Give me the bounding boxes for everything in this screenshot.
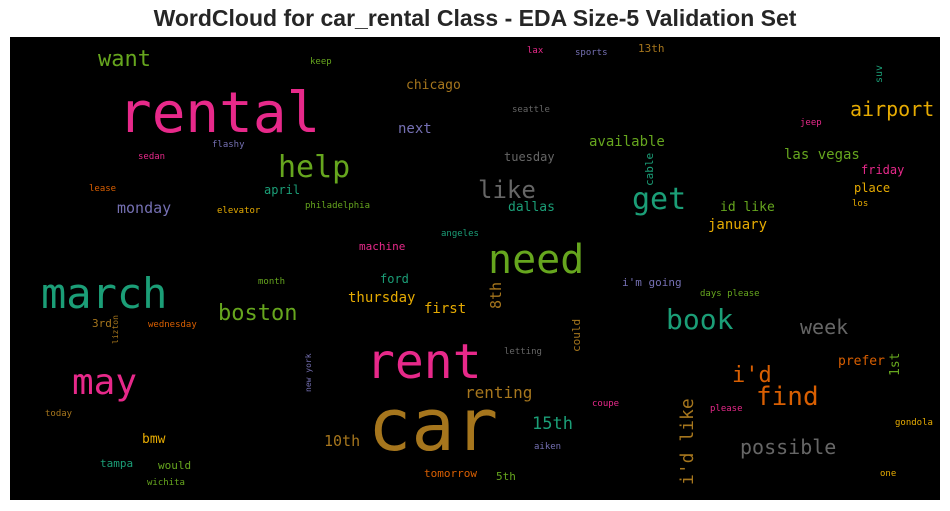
- word-one: one: [880, 469, 896, 479]
- word-angeles: angeles: [441, 229, 479, 239]
- word-renting: renting: [465, 383, 532, 402]
- word-week: week: [800, 315, 848, 339]
- word-get: get: [632, 182, 686, 217]
- word-gondola: gondola: [895, 418, 933, 428]
- word-rental: rental: [118, 81, 320, 146]
- word-i-m-going: i'm going: [622, 276, 682, 289]
- word-march: march: [41, 269, 167, 318]
- word-first: first: [424, 301, 466, 317]
- word-philadelphia: philadelphia: [305, 201, 370, 211]
- word-would: would: [158, 459, 191, 472]
- word-please: please: [710, 404, 743, 414]
- word-seattle: seattle: [512, 105, 550, 115]
- word-3rd: 3rd: [92, 317, 112, 330]
- word-las-vegas: las vegas: [784, 147, 860, 163]
- word-chicago: chicago: [406, 78, 461, 93]
- word-dallas: dallas: [508, 200, 555, 215]
- word-book: book: [666, 303, 734, 336]
- word-boston: boston: [218, 301, 297, 326]
- word-lease: lease: [89, 184, 116, 194]
- word-prefer: prefer: [838, 354, 885, 369]
- word-los: los: [852, 199, 868, 209]
- word-need: need: [488, 237, 584, 283]
- word-aiken: aiken: [534, 442, 561, 452]
- word-find: find: [756, 382, 819, 412]
- word-next: next: [398, 121, 432, 137]
- word-letting: letting: [504, 347, 542, 357]
- word-keep: keep: [310, 57, 332, 67]
- word-1st: 1st: [888, 353, 903, 376]
- wordcloud-svg: car rental rent march need may help get book find…: [41, 42, 934, 488]
- word-jeep: jeep: [800, 118, 822, 128]
- word-tuesday: tuesday: [504, 150, 555, 164]
- chart-title: WordCloud for car_rental Class - EDA Siz…: [153, 5, 797, 31]
- word-car: car: [368, 383, 498, 467]
- word-cable: cable: [643, 153, 656, 186]
- word-sports: sports: [575, 48, 608, 58]
- word-13th: 13th: [638, 42, 665, 55]
- word-elevator: elevator: [217, 206, 261, 216]
- word-machine: machine: [359, 240, 405, 253]
- word-april: april: [264, 183, 300, 197]
- word-lax: lax: [527, 46, 544, 56]
- word-want: want: [98, 47, 151, 72]
- word-month: month: [258, 277, 285, 287]
- word-10th: 10th: [324, 432, 360, 450]
- wordcloud-canvas: car rental rent march need may help get book find…: [10, 37, 940, 500]
- word-8th: 8th: [487, 282, 505, 309]
- word-wichita: wichita: [147, 478, 185, 488]
- word-lizton: lizton: [111, 315, 120, 344]
- word-new-york: new york: [304, 353, 313, 392]
- word-rent: rent: [366, 334, 482, 390]
- word-suv: suv: [874, 65, 885, 83]
- word-like: like: [478, 176, 536, 204]
- word-could: could: [570, 319, 583, 352]
- word-i-d: i'd: [732, 363, 772, 388]
- word-tomorrow: tomorrow: [424, 467, 477, 480]
- word-place: place: [854, 181, 890, 195]
- word-january: january: [708, 217, 767, 233]
- word-i-d-like: i'd like: [677, 398, 698, 485]
- word-ford: ford: [380, 272, 409, 286]
- word-today: today: [45, 409, 73, 419]
- word-airport: airport: [850, 97, 934, 121]
- word-help: help: [278, 150, 350, 185]
- word-monday: monday: [117, 199, 171, 217]
- word-5th: 5th: [496, 470, 516, 483]
- word-may: may: [72, 362, 137, 403]
- word-possible: possible: [740, 435, 836, 459]
- word-flashy: flashy: [212, 140, 245, 150]
- word-id-like: id like: [720, 200, 775, 215]
- word-friday: friday: [861, 163, 904, 177]
- word-available: available: [589, 134, 665, 150]
- word-sedan: sedan: [138, 152, 165, 162]
- word-days-please: days please: [700, 289, 760, 299]
- word-15th: 15th: [532, 414, 573, 434]
- word-wednesday: wednesday: [148, 320, 197, 330]
- word-coupe: coupe: [592, 399, 619, 409]
- word-tampa: tampa: [100, 457, 133, 470]
- word-bmw: bmw: [142, 432, 166, 447]
- word-thursday: thursday: [348, 290, 415, 306]
